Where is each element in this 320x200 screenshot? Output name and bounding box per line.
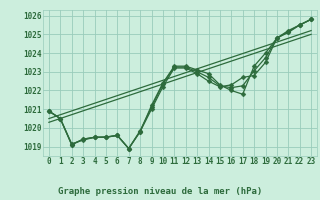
Text: Graphe pression niveau de la mer (hPa): Graphe pression niveau de la mer (hPa): [58, 187, 262, 196]
